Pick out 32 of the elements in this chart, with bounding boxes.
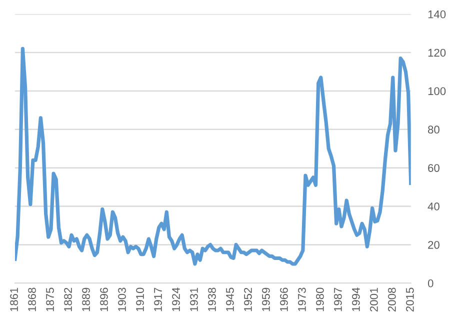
y-tick-label: 120 bbox=[428, 48, 446, 57]
x-tick-label: 1875 bbox=[46, 288, 54, 312]
x-tick-label: 1868 bbox=[28, 288, 36, 312]
x-tick-label: 1973 bbox=[298, 288, 306, 312]
x-tick-label: 1994 bbox=[352, 288, 360, 312]
x-tick-label: 1903 bbox=[118, 288, 126, 312]
y-tick-label: 80 bbox=[428, 126, 440, 134]
y-tick-label: 20 bbox=[428, 240, 440, 249]
x-tick-label: 1966 bbox=[280, 288, 288, 312]
x-tick-label: 1987 bbox=[334, 288, 342, 312]
x-tick-label: 1938 bbox=[208, 288, 216, 312]
y-tick-label: 60 bbox=[428, 164, 440, 172]
x-tick-label: 2015 bbox=[406, 288, 414, 312]
x-tick-label: 1945 bbox=[226, 288, 234, 312]
x-tick-label: 2008 bbox=[388, 288, 396, 312]
x-tick-label: 2001 bbox=[370, 288, 378, 312]
x-tick-label: 1896 bbox=[100, 288, 108, 312]
x-tick-label: 1980 bbox=[316, 288, 324, 312]
x-tick-label: 1959 bbox=[262, 288, 270, 312]
x-tick-label: 1917 bbox=[154, 288, 162, 312]
x-tick-label: 1931 bbox=[190, 288, 198, 312]
x-tick-label: 1882 bbox=[64, 288, 72, 312]
x-tick-label: 1910 bbox=[136, 288, 144, 312]
y-tick-label: 140 bbox=[428, 10, 446, 18]
x-tick-label: 1952 bbox=[244, 288, 252, 312]
y-tick-label: 100 bbox=[428, 87, 446, 96]
x-tick-label: 1889 bbox=[82, 288, 90, 312]
x-tick-label: 1861 bbox=[10, 288, 18, 312]
line-series bbox=[14, 46, 411, 266]
y-tick-label: 40 bbox=[428, 202, 440, 210]
x-tick-label: 1924 bbox=[172, 288, 180, 312]
y-tick-label: 0 bbox=[428, 279, 434, 288]
